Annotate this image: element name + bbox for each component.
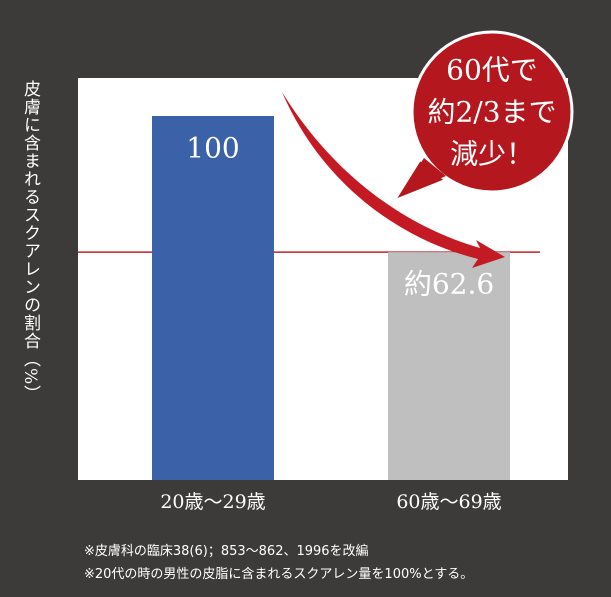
y-axis-label: 皮膚に含まれるスクアレンの割合（%） <box>20 80 40 404</box>
arrow <box>282 92 505 268</box>
x-tick-label: 20歳～29歳 <box>160 491 265 513</box>
footnote: ※皮膚科の臨床38(6)；853～862、1996を改編 <box>84 544 369 559</box>
callout-text: 減少！ <box>450 138 534 171</box>
callout <box>410 30 574 194</box>
callout-tail-fill <box>399 158 446 196</box>
footnote: ※20代の時の男性の皮脂に含まれるスクアレン量を100%とする。 <box>84 567 474 582</box>
bar <box>388 252 510 480</box>
callout-text: 約2/3まで <box>427 96 556 129</box>
callout-text: 60代で <box>446 54 538 87</box>
data-label: 約62.6 <box>404 268 494 301</box>
x-tick-label: 60歳～69歳 <box>396 491 501 513</box>
data-label: 100 <box>186 132 239 165</box>
bar <box>152 116 274 480</box>
